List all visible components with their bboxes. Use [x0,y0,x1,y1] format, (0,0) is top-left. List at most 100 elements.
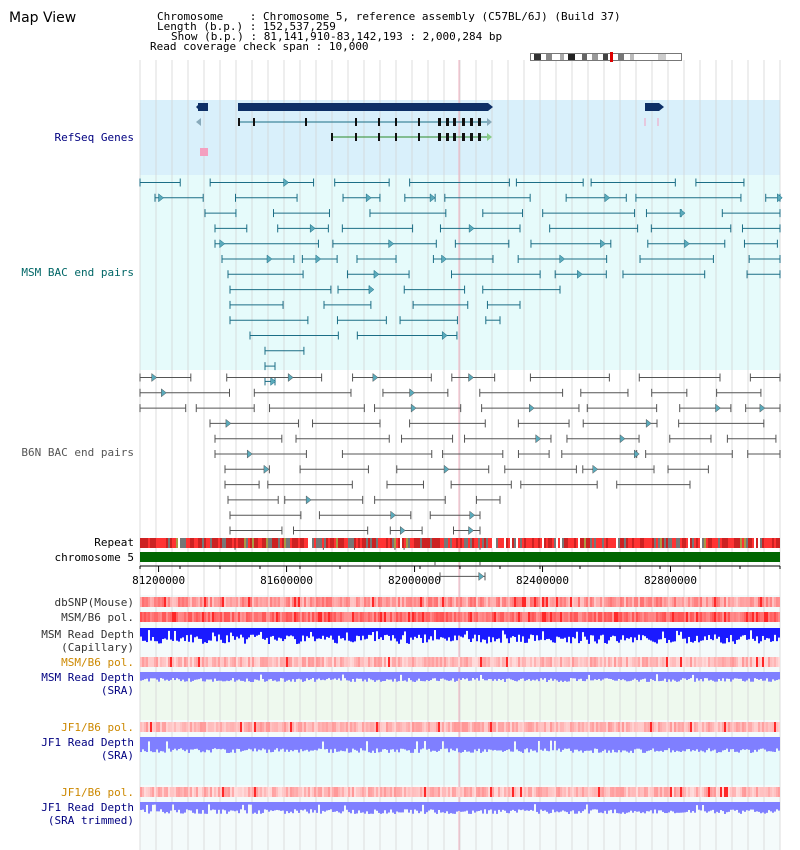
repeat-element [312,538,314,548]
track-label-msm-depth-sra[interactable]: MSM Read Depth (SRA) [41,671,134,697]
track-label-dbsnp[interactable]: dbSNP(Mouse) [54,596,134,609]
heat-cell [516,722,518,732]
track-label-repeat[interactable]: Repeat [94,536,134,549]
heat-cell [572,657,574,667]
heat-cell [416,722,418,732]
heat-cell [332,787,334,797]
heat-cell [278,612,280,622]
depth-bar [608,802,610,811]
repeat-element [774,538,776,548]
depth-bar [604,628,606,644]
heat-cell [248,787,250,797]
depth-bar [652,737,654,749]
depth-bar [382,802,384,814]
depth-bar [756,737,758,752]
heat-cell [272,597,274,607]
heat-cell [210,597,212,607]
depth-bar [556,672,558,681]
depth-bar [372,737,374,751]
heat-cell [306,612,308,622]
heat-cell [748,787,750,797]
depth-bar [752,672,754,682]
heat-cell [536,722,538,732]
transcript-arrow [487,133,492,141]
heat-cell [486,787,488,797]
heat-cell [726,657,728,667]
track-label-jf1-depth-trimmed[interactable]: JF1 Read Depth (SRA trimmed) [41,801,134,827]
heat-cell [546,612,548,622]
heat-cell [216,597,218,607]
heat-cell [176,612,178,622]
heat-cell [722,597,724,607]
heat-cell [460,657,462,667]
heat-cell [332,722,334,732]
depth-bar [708,737,710,749]
heat-cell [696,787,698,797]
heat-cell [306,657,308,667]
depth-bar [442,672,444,679]
heat-cell [348,787,350,797]
track-label-refseq[interactable]: RefSeq Genes [54,131,134,144]
heat-cell [742,787,744,797]
heat-cell [544,657,546,667]
repeat-element [630,538,632,548]
track-label-jf1-b6-pol-2[interactable]: JF1/B6 pol. [61,786,134,799]
heat-cell [416,597,418,607]
heat-cell [476,787,478,797]
chromosome-idiogram[interactable] [530,52,682,62]
heat-cell [352,597,354,607]
heat-cell [208,612,210,622]
track-label-jf1-depth-sra[interactable]: JF1 Read Depth (SRA) [41,736,134,762]
repeat-element [470,538,472,548]
track-label-chromosome[interactable]: chromosome 5 [54,551,134,564]
depth-bar [472,628,474,639]
heat-cell [268,657,270,667]
heat-cell [358,722,360,732]
heat-cell [690,787,692,797]
depth-bar [622,802,624,813]
heat-cell [270,597,272,607]
heat-cell [590,597,592,607]
depth-bar [574,802,576,814]
depth-bar [364,672,366,680]
depth-bar [288,672,290,680]
track-label-msm-b6-pol-2[interactable]: MSM/B6 pol. [61,656,134,669]
repeat-element [534,538,536,548]
depth-bar [716,672,718,682]
heat-cell [436,787,438,797]
heat-cell [652,657,654,667]
length-value: : 152,537,259 [249,20,336,33]
heat-cell [182,722,184,732]
heat-cell [196,657,198,667]
heat-cell [776,612,778,622]
track-label-msm-depth-capillary[interactable]: MSM Read Depth (Capillary) [41,628,134,654]
track-label-b6n-bac[interactable]: B6N BAC end pairs [21,446,134,459]
depth-bar [536,672,538,680]
heat-cell [600,612,602,622]
depth-bar [164,737,166,753]
track-label-msm-b6-pol[interactable]: MSM/B6 pol. [61,611,134,624]
heat-cell [498,722,500,732]
track-label-jf1-b6-pol[interactable]: JF1/B6 pol. [61,721,134,734]
depth-bar [754,737,756,750]
depth-bar [692,628,694,643]
depth-bar [238,628,240,639]
depth-bar [360,672,362,679]
repeat-element [474,538,476,548]
track-label-msm-bac[interactable]: MSM BAC end pairs [21,266,134,279]
heat-cell [346,597,348,607]
depth-bar [330,628,332,636]
heat-cell [518,787,520,797]
heat-cell [322,722,324,732]
heat-cell [380,787,382,797]
depth-bar [304,737,306,751]
depth-bar [146,672,148,679]
depth-bar [478,628,480,636]
depth-bar [552,737,554,751]
heat-cell [186,612,188,622]
depth-bar [236,737,238,749]
heat-cell [226,787,228,797]
repeat-element [644,538,646,548]
heat-cell [778,787,780,797]
